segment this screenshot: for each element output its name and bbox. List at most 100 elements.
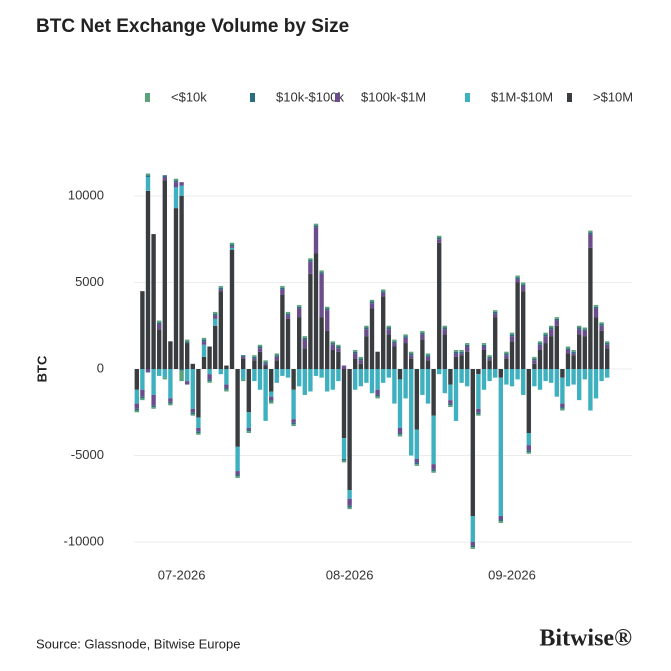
bar-segment — [162, 180, 167, 369]
bar-segment — [465, 369, 470, 387]
bar-segment — [549, 327, 554, 330]
bar-segment — [448, 405, 453, 408]
bar-segment — [453, 369, 459, 421]
bar-segment — [437, 237, 442, 240]
bar-segment — [218, 285, 223, 288]
bar-segment — [145, 173, 151, 176]
bar-segment — [448, 400, 453, 404]
bar-segment — [403, 343, 408, 369]
bar-segment — [241, 369, 246, 380]
legend-label: <$10k — [171, 89, 207, 104]
bar-segment — [487, 356, 492, 359]
bar-segment — [308, 273, 313, 369]
bar-segment — [308, 260, 313, 262]
bar-segment — [582, 329, 587, 331]
bar-segment — [481, 343, 487, 345]
bar-segment — [369, 308, 375, 369]
bar-segment — [263, 360, 268, 363]
bar-segment — [509, 334, 515, 337]
bar-segment — [565, 353, 571, 369]
bar-segment — [369, 299, 375, 302]
bar-segment — [409, 358, 414, 369]
bar-segment — [532, 369, 537, 387]
bar-segment — [420, 334, 425, 340]
legend-swatch — [145, 93, 150, 102]
bar-segment — [325, 310, 330, 331]
bar-segment — [481, 346, 487, 350]
bar-segment — [571, 353, 576, 356]
bar-segment — [588, 230, 593, 233]
bar-segment — [168, 403, 173, 406]
bar-segment — [151, 369, 156, 395]
bar-segment — [543, 343, 548, 369]
bar-segment — [134, 389, 139, 404]
bar-segment — [336, 346, 341, 349]
bar-segment — [336, 348, 341, 352]
bar-segment — [493, 369, 498, 378]
bar-segment — [577, 329, 582, 335]
y-axis-label: BTC — [34, 355, 49, 382]
bar-segment — [241, 358, 246, 369]
bar-segment — [291, 369, 296, 390]
bar-segment — [353, 349, 358, 352]
bar-segment — [190, 413, 195, 416]
bar-segment — [280, 294, 285, 369]
bar-segment — [392, 369, 397, 404]
bar-segment — [140, 291, 145, 369]
bar-segment — [364, 336, 369, 369]
bar-segment — [599, 325, 604, 331]
bar-segment — [498, 521, 503, 523]
bar-segment — [280, 369, 285, 376]
legend-label: $10k-$100k — [276, 89, 344, 104]
bar-segment — [269, 400, 274, 402]
bar-segment — [605, 369, 610, 378]
bar-segment — [224, 389, 229, 392]
bar-segment — [313, 225, 319, 228]
bar-segment — [582, 336, 587, 369]
bar-segment — [588, 232, 593, 235]
bar-segment — [515, 277, 520, 280]
bar-segment — [252, 358, 257, 361]
bar-segment — [224, 384, 229, 389]
bar-segment — [554, 317, 559, 319]
bar-segment — [285, 369, 291, 378]
bar-segment — [285, 318, 291, 369]
bar-segment — [336, 369, 341, 382]
bar-segment — [269, 391, 274, 397]
legend-swatch — [250, 93, 255, 102]
bar-segment — [157, 320, 162, 323]
bar-segment — [319, 273, 324, 318]
bar-segment — [392, 346, 397, 369]
bar-segment — [252, 355, 257, 357]
bar-segment — [515, 279, 520, 283]
bar-segment — [134, 369, 139, 390]
bar-segment — [257, 348, 263, 352]
bar-segment — [341, 369, 347, 439]
bar-segment — [571, 351, 576, 354]
bar-segment — [425, 369, 431, 404]
bar-segment — [375, 396, 380, 399]
bar-segment — [420, 369, 425, 395]
bar-segment — [543, 334, 548, 337]
bar-segment — [224, 369, 229, 385]
bar-segment — [179, 370, 184, 382]
bar-segment — [386, 334, 391, 369]
bar-segment — [213, 318, 218, 326]
bar-segment — [241, 356, 246, 359]
bar-segment — [190, 369, 195, 409]
y-tick-label: -10000 — [64, 533, 104, 548]
legend-label: $1M-$10M — [491, 89, 553, 104]
bar-segment — [537, 369, 543, 390]
bar-segment — [521, 285, 526, 292]
bar-segment — [375, 394, 380, 397]
bar-segment — [257, 344, 263, 347]
bar-segment — [420, 339, 425, 369]
bar-segment — [280, 287, 285, 290]
bar-segment — [297, 317, 302, 369]
x-tick-label: 09-2026 — [488, 567, 536, 582]
bar-segment — [509, 336, 515, 342]
bar-segment — [375, 351, 380, 369]
bar-segment — [526, 452, 531, 454]
bar-segment — [162, 175, 167, 177]
bar-segment — [504, 353, 509, 356]
